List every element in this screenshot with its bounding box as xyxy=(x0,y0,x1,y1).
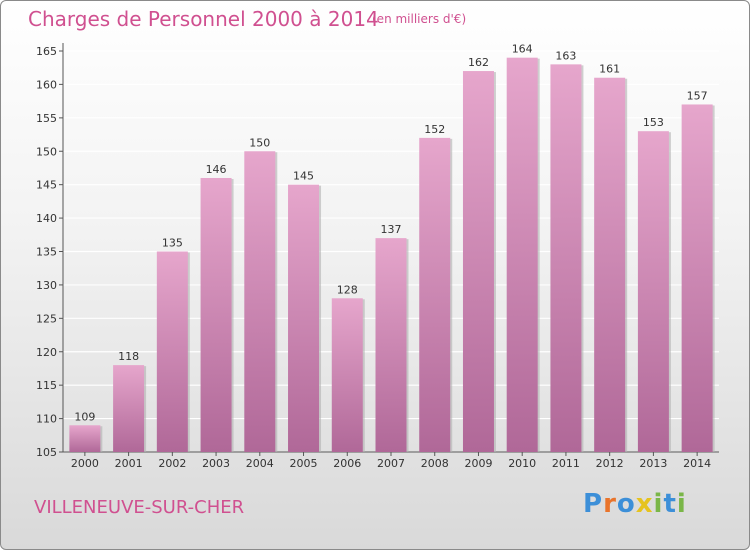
x-tick-label: 2007 xyxy=(377,457,405,470)
bar xyxy=(462,71,494,453)
y-tick-label: 130 xyxy=(36,279,57,292)
y-tick-label: 110 xyxy=(36,413,57,426)
x-tick-label: 2004 xyxy=(246,457,274,470)
bar-value-label: 163 xyxy=(555,49,576,62)
x-tick-label: 2008 xyxy=(421,457,449,470)
logo-letter: i xyxy=(653,489,664,519)
x-tick-label: 2014 xyxy=(683,457,711,470)
bar-value-label: 145 xyxy=(293,170,314,183)
bar-value-label: 161 xyxy=(599,63,620,76)
bar-value-label: 150 xyxy=(249,136,270,149)
bar xyxy=(594,77,626,452)
bar xyxy=(550,64,582,452)
x-tick-label: 2012 xyxy=(596,457,624,470)
y-tick-label: 155 xyxy=(36,112,57,125)
proxiti-logo: Proxiti xyxy=(583,489,687,519)
bar-value-label: 157 xyxy=(687,89,708,102)
bar-value-label: 164 xyxy=(512,43,533,56)
bar xyxy=(506,57,538,452)
y-tick-label: 125 xyxy=(36,312,57,325)
bar-value-label: 109 xyxy=(74,410,95,423)
x-tick-label: 2013 xyxy=(639,457,667,470)
logo-letter: i xyxy=(676,489,687,519)
chart-title: Charges de Personnel 2000 à 2014 xyxy=(28,7,379,31)
x-tick-label: 2010 xyxy=(508,457,536,470)
x-tick-label: 2003 xyxy=(202,457,230,470)
bar xyxy=(244,151,276,452)
x-tick-label: 2011 xyxy=(552,457,580,470)
bar xyxy=(419,137,451,452)
bar-value-label: 137 xyxy=(381,223,402,236)
logo-letter: x xyxy=(635,489,654,519)
bar xyxy=(69,425,101,452)
x-tick-label: 2001 xyxy=(115,457,143,470)
y-tick-label: 160 xyxy=(36,78,57,91)
logo-letter: t xyxy=(663,489,677,519)
logo-letter: o xyxy=(616,489,636,519)
y-tick-label: 140 xyxy=(36,212,57,225)
bar-value-label: 152 xyxy=(424,123,445,136)
bar xyxy=(375,238,407,452)
bar-value-label: 118 xyxy=(118,350,139,363)
bar xyxy=(681,104,713,452)
bar xyxy=(156,251,188,452)
bar xyxy=(637,131,669,452)
bar xyxy=(288,184,320,452)
bar-value-label: 146 xyxy=(206,163,227,176)
chart-unit-label: (en milliers d'€) xyxy=(372,12,467,26)
commune-name: VILLENEUVE-SUR-CHER xyxy=(34,497,245,518)
x-tick-label: 2002 xyxy=(158,457,186,470)
y-tick-label: 115 xyxy=(36,379,57,392)
bar-value-label: 153 xyxy=(643,116,664,129)
logo-letter: r xyxy=(603,489,617,519)
logo-letter: P xyxy=(583,489,604,519)
x-tick-label: 2006 xyxy=(333,457,361,470)
bar xyxy=(113,365,145,452)
bar-value-label: 162 xyxy=(468,56,489,69)
y-tick-label: 165 xyxy=(36,45,57,58)
bar-value-label: 135 xyxy=(162,237,183,250)
y-tick-label: 150 xyxy=(36,145,57,158)
y-tick-label: 105 xyxy=(36,446,57,459)
x-tick-label: 2005 xyxy=(290,457,318,470)
y-tick-label: 135 xyxy=(36,246,57,259)
bar xyxy=(200,177,232,452)
bar-value-label: 128 xyxy=(337,283,358,296)
x-tick-label: 2009 xyxy=(464,457,492,470)
y-tick-label: 145 xyxy=(36,179,57,192)
x-tick-label: 2000 xyxy=(71,457,99,470)
y-tick-label: 120 xyxy=(36,346,57,359)
bar xyxy=(331,298,363,452)
